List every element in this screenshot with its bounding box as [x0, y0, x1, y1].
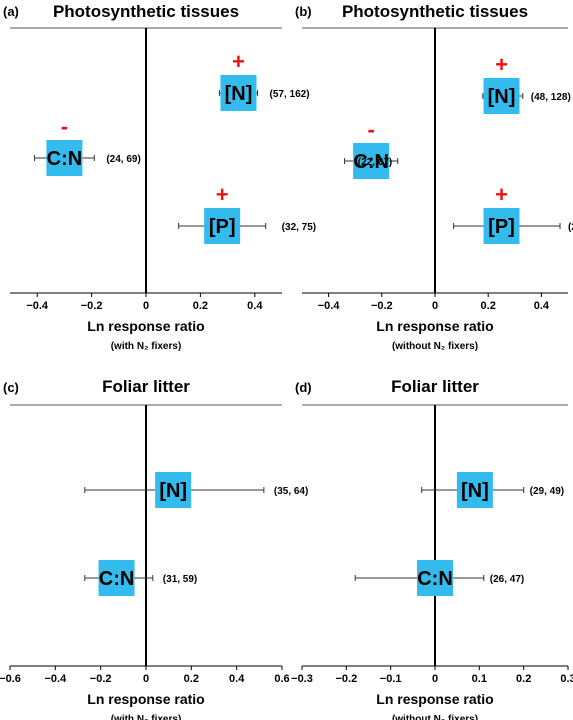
x-axis-sublabel: (without N₂ fixers): [392, 714, 478, 720]
data-point-1: [N] (35, 64): [84, 472, 308, 508]
x-tick-label: −0.2: [81, 300, 103, 312]
data-point-1: [N] (57, 162) +: [218, 49, 310, 111]
chart-title: Photosynthetic tissues: [53, 2, 239, 21]
x-tick-label: 0: [143, 300, 149, 312]
data-point-2: C:N (26, 47): [354, 560, 524, 596]
mean-marker-box: [155, 472, 192, 508]
x-tick-label: −0.4: [26, 300, 49, 312]
x-tick-label: 0.2: [516, 673, 531, 685]
x-tick-label: −0.2: [90, 673, 112, 685]
panel-letter: (b): [295, 4, 312, 19]
mean-marker-box: [353, 143, 390, 179]
sample-size-label: (48, 128): [531, 92, 571, 103]
variable-label: [N]: [225, 83, 253, 105]
x-tick-label: 0.2: [184, 673, 199, 685]
chart-title: Foliar litter: [391, 377, 479, 396]
sample-size-label: (31, 59): [163, 574, 197, 585]
data-point-3: [P] (22, 45) +: [453, 182, 573, 244]
sample-size-label: (22, 67): [358, 157, 392, 168]
data-point-3: [P] (32, 75) +: [178, 182, 316, 244]
x-tick-label: −0.3: [291, 673, 313, 685]
data-point-1: [N] (48, 128) +: [482, 52, 571, 114]
variable-label: [N]: [488, 86, 516, 108]
mean-marker-box: [204, 208, 241, 244]
x-tick-label: 0.2: [193, 300, 208, 312]
variable-label: [N]: [159, 480, 187, 502]
significance-sign: +: [216, 182, 229, 207]
x-axis-label: Ln response ratio: [87, 691, 204, 707]
mean-marker-box: [483, 208, 520, 244]
variable-label: C:N: [47, 148, 83, 170]
significance-sign: -: [61, 114, 68, 139]
x-tick-label: 0.4: [247, 300, 263, 312]
sample-size-label: (35, 64): [274, 486, 308, 497]
x-tick-label: 0: [143, 673, 149, 685]
mean-marker-box: [46, 140, 83, 176]
significance-sign: -: [367, 117, 374, 142]
variable-label: C:N: [99, 568, 135, 590]
variable-label: [P]: [209, 216, 236, 238]
x-axis-label: Ln response ratio: [376, 691, 493, 707]
panel-4: (d) Foliar litter −0.3 −0.2 −0.1 0 0.1 0.2 0.3 Ln…: [291, 377, 573, 720]
x-tick-label: −0.6: [0, 673, 21, 685]
mean-marker-box: [98, 560, 135, 596]
sample-size-label: (26, 47): [490, 574, 524, 585]
x-tick-label: −0.2: [335, 673, 357, 685]
variable-label: C:N: [417, 568, 453, 590]
x-axis-label: Ln response ratio: [87, 318, 204, 334]
variable-label: C:N: [353, 151, 389, 173]
x-axis-sublabel: (with N₂ fixers): [111, 714, 182, 720]
x-tick-label: −0.4: [318, 300, 341, 312]
sample-size-label: (22, 45): [568, 222, 573, 233]
panel-3: (c) Foliar litter −0.6 −0.4 −0.2 0 0.2 0.4 0.6 Ln…: [0, 377, 308, 720]
mean-marker-box: [220, 75, 257, 111]
mean-marker-box: [417, 560, 453, 596]
panel-1: (a) Photosynthetic tissues −0.4 −0.2 0 0.2 0.4…: [3, 2, 316, 352]
data-point-2: C:N(22, 67) -: [344, 117, 399, 179]
chart-title: Foliar litter: [102, 377, 190, 396]
mean-marker-box: [456, 472, 493, 508]
x-tick-label: 0.3: [560, 673, 573, 685]
x-tick-label: −0.4: [44, 673, 67, 685]
data-point-2: C:N (31, 59): [84, 560, 197, 596]
x-tick-label: 0.6: [274, 673, 289, 685]
variable-label: [N]: [461, 480, 489, 502]
significance-sign: +: [495, 182, 508, 207]
x-tick-label: −0.1: [380, 673, 402, 685]
x-tick-label: 0.4: [534, 300, 550, 312]
x-tick-label: −0.2: [371, 300, 393, 312]
panel-letter: (a): [3, 4, 19, 19]
data-point-2: C:N (24, 69) -: [33, 114, 141, 176]
variable-label: [P]: [488, 216, 515, 238]
significance-sign: +: [495, 52, 508, 77]
mean-marker-box: [483, 78, 520, 114]
data-point-1: [N] (29, 49): [421, 472, 564, 508]
x-tick-label: 0.4: [229, 673, 245, 685]
significance-sign: +: [232, 49, 245, 74]
x-axis-sublabel: (with N₂ fixers): [111, 341, 182, 352]
sample-size-label: (57, 162): [270, 89, 310, 100]
x-tick-label: 0: [432, 673, 438, 685]
x-tick-label: 0.2: [481, 300, 496, 312]
panel-2: (b) Photosynthetic tissues −0.4 −0.2 0 0.2 0.4…: [295, 2, 573, 352]
x-tick-label: 0: [432, 300, 438, 312]
x-axis-sublabel: (without N₂ fixers): [392, 341, 478, 352]
x-tick-label: 0.1: [472, 673, 487, 685]
sample-size-label: (29, 49): [530, 486, 564, 497]
panel-letter: (d): [295, 380, 312, 395]
chart-title: Photosynthetic tissues: [342, 2, 528, 21]
sample-size-label: (24, 69): [106, 154, 140, 165]
panel-letter: (c): [3, 380, 19, 395]
x-axis-label: Ln response ratio: [376, 318, 493, 334]
sample-size-label: (32, 75): [282, 222, 316, 233]
